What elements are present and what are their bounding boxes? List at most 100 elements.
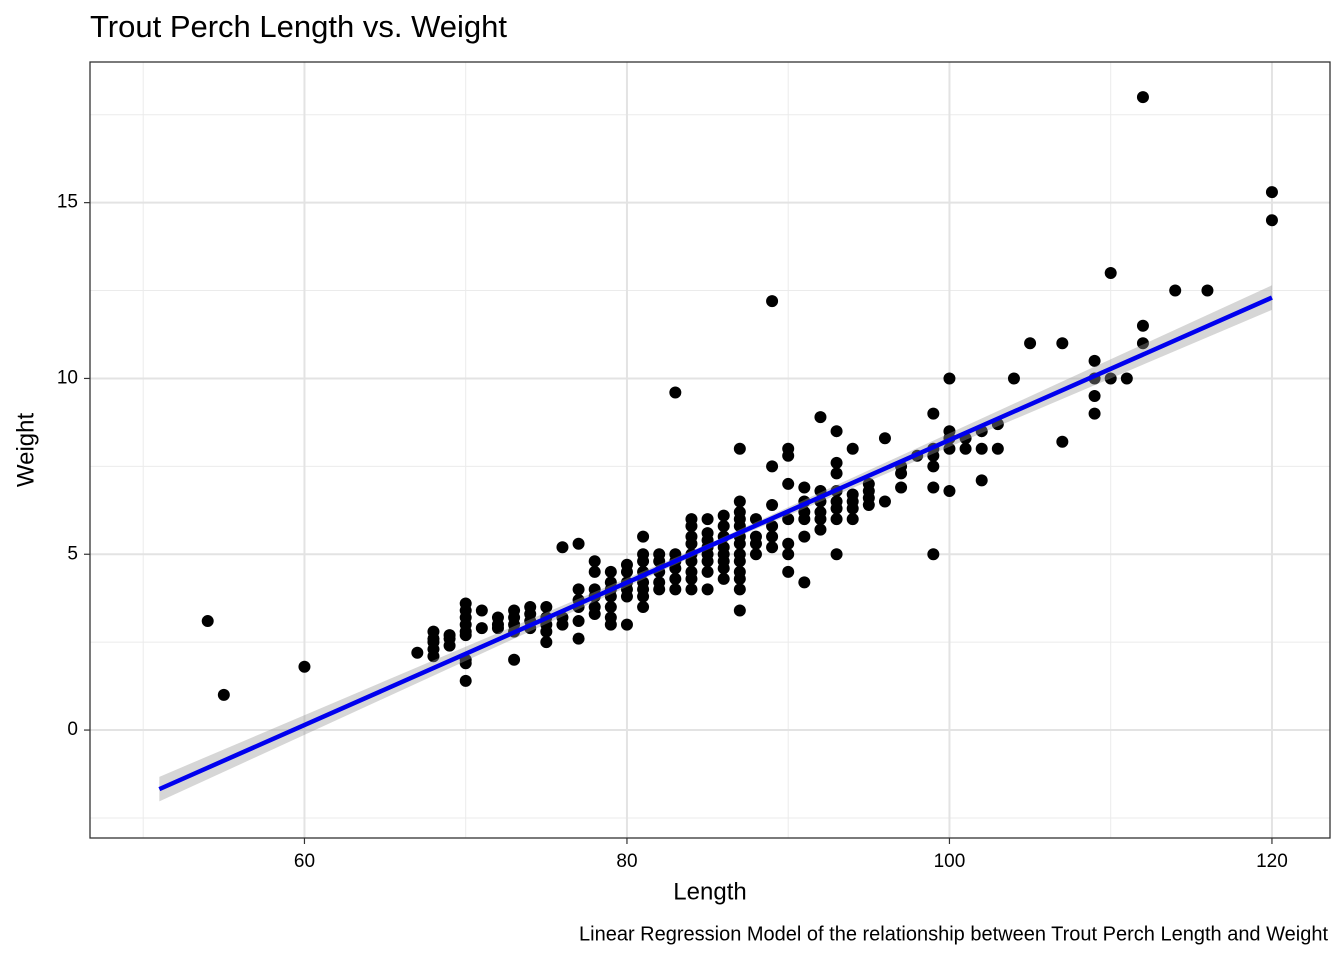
point bbox=[637, 600, 650, 613]
point bbox=[701, 583, 714, 596]
regression-line bbox=[158, 295, 1273, 792]
point bbox=[620, 558, 633, 571]
point bbox=[846, 488, 859, 501]
panel-border bbox=[89, 61, 1331, 839]
point bbox=[782, 548, 795, 561]
point bbox=[217, 688, 230, 701]
y-tick-label: 5 bbox=[67, 543, 78, 564]
point bbox=[540, 600, 553, 613]
point bbox=[1169, 284, 1182, 297]
point bbox=[572, 583, 585, 596]
point bbox=[943, 484, 956, 497]
point bbox=[588, 565, 601, 578]
point bbox=[556, 541, 569, 554]
point bbox=[524, 600, 537, 613]
y-tick-label: 15 bbox=[57, 192, 78, 213]
point bbox=[669, 386, 682, 399]
chart-title: Trout Perch Length vs. Weight bbox=[90, 9, 507, 44]
point bbox=[1104, 266, 1117, 279]
point bbox=[443, 629, 456, 642]
point bbox=[201, 615, 214, 628]
point bbox=[1024, 337, 1037, 350]
point bbox=[830, 456, 843, 469]
point bbox=[685, 513, 698, 526]
point bbox=[814, 506, 827, 519]
point bbox=[991, 442, 1004, 455]
point bbox=[782, 537, 795, 550]
point bbox=[1136, 91, 1149, 104]
point bbox=[1088, 407, 1101, 420]
point bbox=[798, 530, 811, 543]
point bbox=[782, 442, 795, 455]
point bbox=[637, 530, 650, 543]
point bbox=[943, 425, 956, 438]
point bbox=[1265, 214, 1278, 227]
point bbox=[766, 460, 779, 473]
point bbox=[1120, 372, 1133, 385]
point bbox=[1136, 319, 1149, 332]
point bbox=[459, 597, 472, 610]
x-tick-label: 60 bbox=[294, 851, 315, 872]
point bbox=[798, 576, 811, 589]
point bbox=[830, 425, 843, 438]
point bbox=[798, 481, 811, 494]
point bbox=[701, 513, 714, 526]
point bbox=[927, 460, 940, 473]
point bbox=[733, 604, 746, 617]
point bbox=[604, 576, 617, 589]
point bbox=[782, 477, 795, 490]
point bbox=[733, 442, 746, 455]
point bbox=[749, 530, 762, 543]
y-tick-label: 10 bbox=[57, 367, 78, 388]
point bbox=[766, 499, 779, 512]
point bbox=[830, 495, 843, 508]
point bbox=[814, 411, 827, 424]
point bbox=[669, 572, 682, 585]
point bbox=[572, 615, 585, 628]
x-axis-label: Length bbox=[673, 878, 746, 905]
point bbox=[685, 583, 698, 596]
point bbox=[1136, 337, 1149, 350]
point bbox=[959, 442, 972, 455]
point bbox=[798, 506, 811, 519]
point bbox=[701, 527, 714, 540]
point bbox=[669, 548, 682, 561]
point bbox=[766, 530, 779, 543]
point bbox=[459, 674, 472, 687]
point bbox=[588, 555, 601, 568]
point bbox=[717, 541, 730, 554]
point bbox=[701, 565, 714, 578]
point bbox=[927, 481, 940, 494]
point bbox=[540, 636, 553, 649]
point bbox=[653, 576, 666, 589]
point bbox=[943, 372, 956, 385]
point bbox=[733, 548, 746, 561]
point bbox=[975, 474, 988, 487]
point bbox=[1088, 390, 1101, 403]
caption: Linear Regression Model of the relations… bbox=[579, 923, 1328, 945]
point bbox=[620, 618, 633, 631]
point bbox=[927, 548, 940, 561]
point bbox=[427, 625, 440, 638]
point bbox=[717, 572, 730, 585]
point bbox=[508, 653, 521, 666]
point bbox=[943, 442, 956, 455]
point bbox=[604, 600, 617, 613]
point bbox=[717, 520, 730, 533]
point bbox=[814, 523, 827, 536]
point bbox=[766, 295, 779, 308]
point bbox=[653, 548, 666, 561]
point bbox=[1007, 372, 1020, 385]
y-tick-label: 0 bbox=[67, 719, 78, 740]
point bbox=[1201, 284, 1214, 297]
y-axis-label: Weight bbox=[12, 413, 39, 488]
point bbox=[637, 548, 650, 561]
point bbox=[878, 495, 891, 508]
point bbox=[830, 513, 843, 526]
point bbox=[830, 548, 843, 561]
point bbox=[846, 442, 859, 455]
point bbox=[830, 467, 843, 480]
point bbox=[782, 565, 795, 578]
